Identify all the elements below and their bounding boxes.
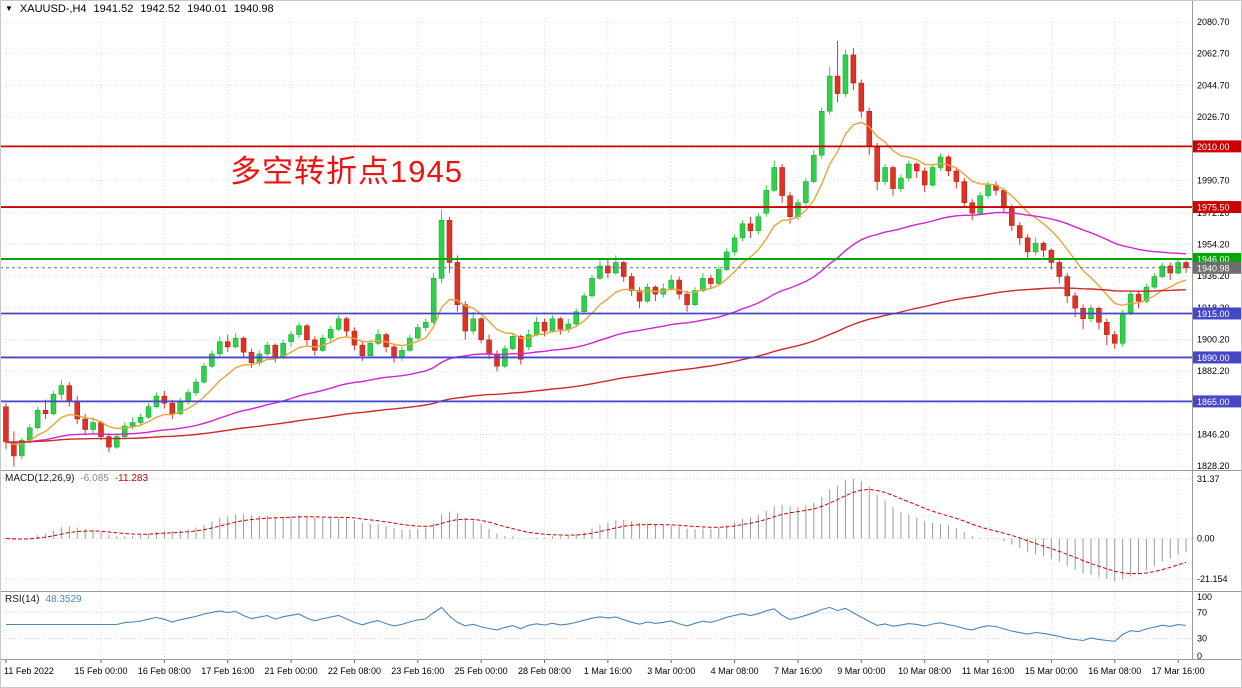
ma-line-150 [5,287,1187,443]
svg-text:1846.20: 1846.20 [1197,429,1230,439]
price-badge-1915.00: 1915.00 [1193,307,1241,320]
svg-text:17 Feb 16:00: 17 Feb 16:00 [201,666,254,676]
main-plot-area[interactable] [0,0,1192,470]
svg-text:23 Feb 16:00: 23 Feb 16:00 [391,666,444,676]
svg-text:2080.70: 2080.70 [1197,17,1230,27]
price-badge-1946.00: 1946.00 [1193,252,1241,265]
svg-text:4 Mar 08:00: 4 Mar 08:00 [711,666,759,676]
svg-text:9 Mar 00:00: 9 Mar 00:00 [837,666,885,676]
svg-text:3 Mar 00:00: 3 Mar 00:00 [647,666,695,676]
svg-text:2026.70: 2026.70 [1197,112,1230,122]
ma-line-55 [5,211,1187,444]
svg-text:30: 30 [1197,634,1207,644]
rsi-indicator-label: RSI(14) 48.3529 [5,594,82,605]
svg-text:1828.20: 1828.20 [1197,461,1230,471]
svg-text:15 Feb 00:00: 15 Feb 00:00 [74,666,127,676]
macd-signal-value: -11.283 [114,473,149,484]
price-badge-1890.00: 1890.00 [1193,351,1241,364]
price-badge-1975.50: 1975.50 [1193,201,1241,214]
svg-text:1954.20: 1954.20 [1197,240,1230,250]
svg-text:1890.00: 1890.00 [1197,353,1230,363]
rsi-line [6,606,1187,642]
macd-signal-line [5,488,1187,575]
svg-text:11 Feb 2022: 11 Feb 2022 [4,666,54,676]
svg-text:70: 70 [1197,608,1207,618]
svg-text:25 Feb 00:00: 25 Feb 00:00 [455,666,508,676]
svg-text:1946.00: 1946.00 [1197,254,1230,264]
svg-text:28 Feb 08:00: 28 Feb 08:00 [518,666,571,676]
svg-text:2010.00: 2010.00 [1197,142,1230,152]
svg-text:1882.20: 1882.20 [1197,366,1230,376]
ohlc-high: 1942.52 [140,3,181,15]
macd-indicator-label: MACD(12,26,9) -6.085 -11.283 [5,473,148,484]
svg-text:16 Feb 08:00: 16 Feb 08:00 [138,666,191,676]
svg-text:1865.00: 1865.00 [1197,397,1230,407]
svg-text:31.37: 31.37 [1197,474,1220,484]
rsi-panel: 100 70 30 0 [0,592,1212,661]
svg-text:21 Feb 00:00: 21 Feb 00:00 [265,666,318,676]
svg-text:1990.70: 1990.70 [1197,175,1230,185]
svg-text:-21.154: -21.154 [1197,574,1228,584]
svg-text:1900.20: 1900.20 [1197,335,1230,345]
svg-text:0.00: 0.00 [1197,534,1215,544]
rsi-value: 48.3529 [45,594,82,605]
ohlc-low: 1940.01 [187,3,227,15]
svg-text:2044.70: 2044.70 [1197,80,1230,90]
ohlc-close: 1940.98 [233,3,274,15]
svg-text:0: 0 [1197,651,1202,661]
svg-text:1936.20: 1936.20 [1197,271,1230,281]
svg-text:10 Mar 08:00: 10 Mar 08:00 [898,666,951,676]
chart-header: ▼ XAUUSD-,H4 1941.52 1942.52 1940.01 194… [5,3,274,15]
chevron-down-icon[interactable]: ▼ [5,4,13,13]
svg-text:16 Mar 08:00: 16 Mar 08:00 [1088,666,1141,676]
ohlc-open: 1941.52 [93,3,134,15]
price-badge-1940.98: 1940.98 [1193,261,1241,274]
macd-name: MACD(12,26,9) [5,473,75,484]
svg-text:1 Mar 16:00: 1 Mar 16:00 [584,666,632,676]
svg-text:2062.70: 2062.70 [1197,49,1230,59]
time-axis-labels: 11 Feb 2022 15 Feb 00:00 16 Feb 08:00 17 Fe… [4,660,1205,676]
chart-annotation-text[interactable]: 多空转折点1945 [230,154,463,189]
ma-line-10 [5,121,1187,446]
svg-text:11 Mar 16:00: 11 Mar 16:00 [962,666,1014,676]
svg-text:22 Feb 08:00: 22 Feb 08:00 [328,666,381,676]
svg-text:17 Mar 16:00: 17 Mar 16:00 [1152,666,1205,676]
macd-panel: 31.37 0.00 -21.154 [0,474,1228,584]
svg-text:7 Mar 16:00: 7 Mar 16:00 [774,666,822,676]
svg-text:1940.98: 1940.98 [1197,263,1230,273]
svg-text:1975.50: 1975.50 [1197,203,1230,213]
time-axis[interactable] [0,660,1242,688]
price-badge-2010.00: 2010.00 [1193,140,1241,153]
price-axis[interactable] [1192,0,1242,660]
rsi-name: RSI(14) [5,594,40,605]
symbol-timeframe-label: XAUUSD-,H4 [19,3,87,15]
price-badge-1865.00: 1865.00 [1193,395,1241,408]
svg-text:100: 100 [1197,592,1212,602]
svg-text:1915.00: 1915.00 [1197,309,1230,319]
macd-value: -6.085 [80,473,109,484]
svg-text:15 Mar 00:00: 15 Mar 00:00 [1025,666,1078,676]
